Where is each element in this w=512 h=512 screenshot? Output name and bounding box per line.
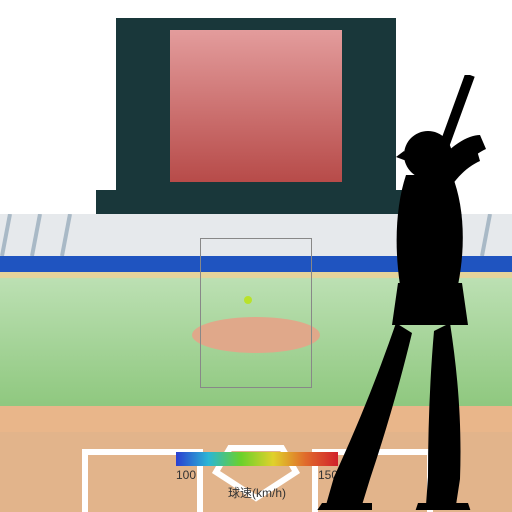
batter-silhouette — [300, 75, 512, 510]
strike-zone — [200, 238, 312, 388]
velocity-tick: 100 — [176, 468, 196, 482]
pitch-marker — [244, 296, 252, 304]
pitch-location-chart: 100150 球速(km/h) — [0, 0, 512, 512]
